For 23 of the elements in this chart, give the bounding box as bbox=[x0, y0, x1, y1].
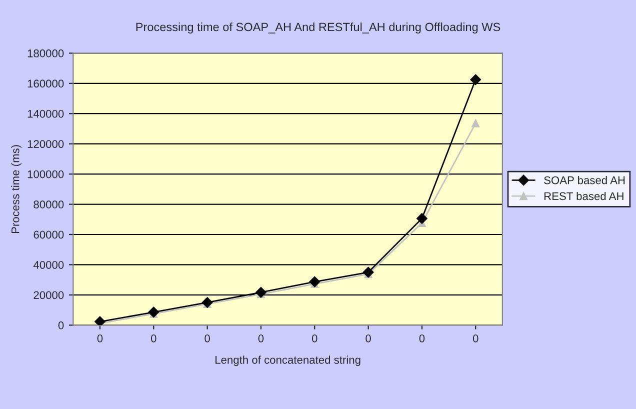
legend-label: SOAP based AH bbox=[544, 176, 625, 184]
x-tick-label: 0 bbox=[97, 334, 103, 342]
y-tick-label: 20000 bbox=[34, 291, 64, 300]
y-tick-label: 80000 bbox=[34, 200, 64, 208]
x-tick-label: 0 bbox=[419, 334, 425, 342]
y-tick-label: 40000 bbox=[33, 260, 64, 269]
x-tick-label: 0 bbox=[472, 334, 478, 342]
chart-title: Processing time of SOAP_AH And RESTful_AH during Offloading WS bbox=[136, 22, 500, 34]
x-axis-title: Length of concatenated string bbox=[216, 356, 360, 366]
y-axis-title: Process time (ms) bbox=[11, 145, 22, 234]
legend-label: REST based AH bbox=[544, 192, 624, 200]
y-tick-label: 140000 bbox=[28, 110, 64, 118]
x-tick-label: 0 bbox=[150, 334, 156, 342]
x-tick-label: 0 bbox=[312, 334, 318, 342]
y-tick-label: 0 bbox=[58, 321, 64, 330]
x-tick-label: 0 bbox=[204, 334, 210, 342]
y-tick-label: 100000 bbox=[28, 170, 64, 178]
y-tick-label: 60000 bbox=[34, 230, 64, 239]
y-tick-label: 180000 bbox=[28, 49, 64, 58]
x-tick-label: 0 bbox=[258, 334, 264, 342]
y-tick-label: 160000 bbox=[28, 80, 64, 88]
y-tick-label: 120000 bbox=[28, 140, 64, 148]
x-tick-label: 0 bbox=[366, 334, 371, 342]
